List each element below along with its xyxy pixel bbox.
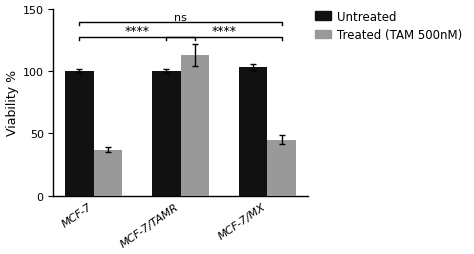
Bar — [181, 56, 209, 196]
Y-axis label: Viability %: Viability % — [6, 70, 18, 136]
Legend: Untreated, Treated (TAM 500nM): Untreated, Treated (TAM 500nM) — [310, 6, 467, 47]
Bar — [65, 72, 94, 196]
Bar — [267, 140, 296, 196]
Bar — [94, 150, 122, 196]
Text: ****: **** — [211, 25, 237, 38]
Text: ****: **** — [125, 25, 150, 38]
Bar — [239, 68, 267, 196]
Bar — [152, 72, 181, 196]
Text: ns: ns — [174, 13, 187, 23]
